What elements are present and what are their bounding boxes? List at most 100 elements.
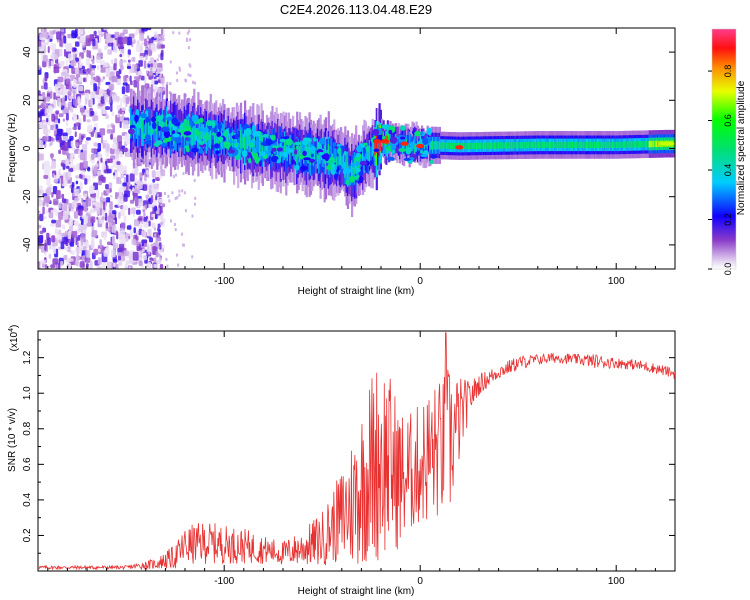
spectrogram-cell [116, 180, 122, 185]
spectrogram-cell [44, 242, 47, 251]
spectrogram-cell [322, 153, 325, 168]
spectrogram-cell [53, 66, 60, 73]
spectrogram-cell [581, 141, 584, 149]
spectrogram-cell [537, 141, 540, 149]
spectrogram-cell [73, 47, 77, 52]
spectrogram-cell [58, 229, 62, 235]
spectrogram-cell [61, 224, 66, 230]
spectrogram-cell [142, 117, 145, 136]
spectrogram-cell [199, 140, 205, 145]
spectrogram-cell [276, 159, 281, 164]
spectrogram-cell [621, 141, 624, 148]
spectrogram-cell [118, 243, 125, 251]
spectrogram-cell [46, 102, 49, 109]
spectrogram-cell [241, 137, 244, 150]
spectrogram-cell [390, 145, 396, 151]
spectrogram-cell [172, 133, 180, 138]
spectrogram-cell [131, 207, 136, 214]
spectrogram-cell [134, 219, 139, 227]
spectrogram-cell [121, 165, 128, 174]
spectrogram-cell [576, 141, 579, 149]
spectrogram-cell [108, 210, 113, 214]
spectrogram-cell [166, 81, 169, 85]
spectrogram-cell [387, 156, 395, 161]
spectrogram-cell [111, 144, 118, 150]
spectrogram-cell [145, 54, 148, 61]
spectrogram-cell [135, 28, 138, 34]
spectrogram-cell [104, 62, 109, 67]
spectrogram-cell [105, 106, 110, 110]
spectrogram-cell [619, 141, 623, 148]
spectrogram-cell [397, 138, 400, 156]
spectrogram-cell [436, 141, 439, 150]
spectrogram-cell [96, 266, 103, 269]
spectrogram-cell [42, 126, 48, 135]
spectrogram-cell [44, 73, 48, 82]
spectrogram-cell [252, 148, 258, 153]
spectrogram-cell [82, 160, 88, 169]
spectrogram-cell [134, 166, 139, 176]
spectrogram-cell [148, 251, 151, 255]
spectrogram-cell [174, 228, 177, 232]
spectrogram-cell [148, 237, 153, 243]
spectrogram-cell [342, 162, 347, 170]
spectrogram-cell [185, 137, 189, 141]
spectrogram-cell [373, 141, 376, 154]
spectrogram-cell [510, 142, 513, 149]
spectrogram-cell [614, 141, 617, 149]
spectrogram-cell [131, 116, 134, 133]
spectrogram-cell [341, 156, 344, 169]
spectrogram-cell [182, 172, 185, 176]
spectrogram-cell [193, 202, 196, 206]
spectrogram-cell [110, 134, 113, 140]
spectrogram-cell [511, 142, 514, 149]
spectrogram-cell [248, 142, 254, 148]
spectrogram-cell [251, 125, 257, 133]
spectrogram-cell [183, 121, 186, 139]
spectrogram-cell [648, 141, 651, 148]
spectrogram-plot: -100 0 100 -40 -20 0 20 40 Height of straight l… [7, 27, 676, 297]
spectrogram-cell [216, 133, 219, 148]
spectrogram-cell [67, 103, 71, 109]
spectrogram-cell [53, 198, 59, 206]
spectrogram-cell [234, 133, 239, 140]
spectrogram-cell [166, 116, 174, 121]
spectrogram-cell [138, 74, 142, 79]
spectrogram-cell [547, 141, 550, 149]
spectrogram-cell [382, 135, 386, 140]
spectrogram-cell [294, 141, 302, 146]
spectrogram-cell [106, 168, 112, 174]
spectrogram-cell [81, 37, 84, 46]
spectrogram-cell [97, 248, 101, 253]
spectrogram-cell [287, 139, 291, 155]
spectrogram-cell [60, 162, 64, 167]
spectrogram-cell [120, 97, 123, 107]
spectrogram-cell [64, 95, 67, 102]
spectrogram-cell [82, 49, 86, 53]
spectrogram-cell [117, 96, 120, 104]
spectrogram-cell [312, 150, 315, 166]
spectrogram-cell [440, 142, 443, 149]
spectrogram-cell [115, 70, 120, 77]
spectrogram-cell [97, 48, 102, 55]
spectrogram-cell [426, 127, 432, 136]
spectrogram-cell [57, 76, 64, 83]
spectrogram-cell [135, 197, 139, 207]
spectrogram-cell [122, 37, 128, 44]
spectrogram-cell [153, 80, 159, 85]
spectrogram-cell [152, 178, 156, 183]
spectrogram-cell [101, 192, 103, 201]
spectrogram-cell [244, 127, 252, 136]
spectrogram-cell [169, 82, 172, 86]
spectrogram-cell [171, 191, 174, 195]
spectrogram-cell [57, 263, 61, 269]
spectrogram-cell [563, 141, 566, 149]
spectrogram-cell [111, 75, 118, 83]
spectrogram-cell [425, 139, 428, 156]
snr-ytick-label: 1.0 [22, 386, 33, 400]
spectrogram-cell [65, 73, 70, 77]
spectrogram-cell [396, 136, 399, 145]
spectrogram-cell [157, 62, 163, 68]
spectrogram-cell [72, 79, 77, 88]
spectrogram-cell [183, 118, 187, 126]
